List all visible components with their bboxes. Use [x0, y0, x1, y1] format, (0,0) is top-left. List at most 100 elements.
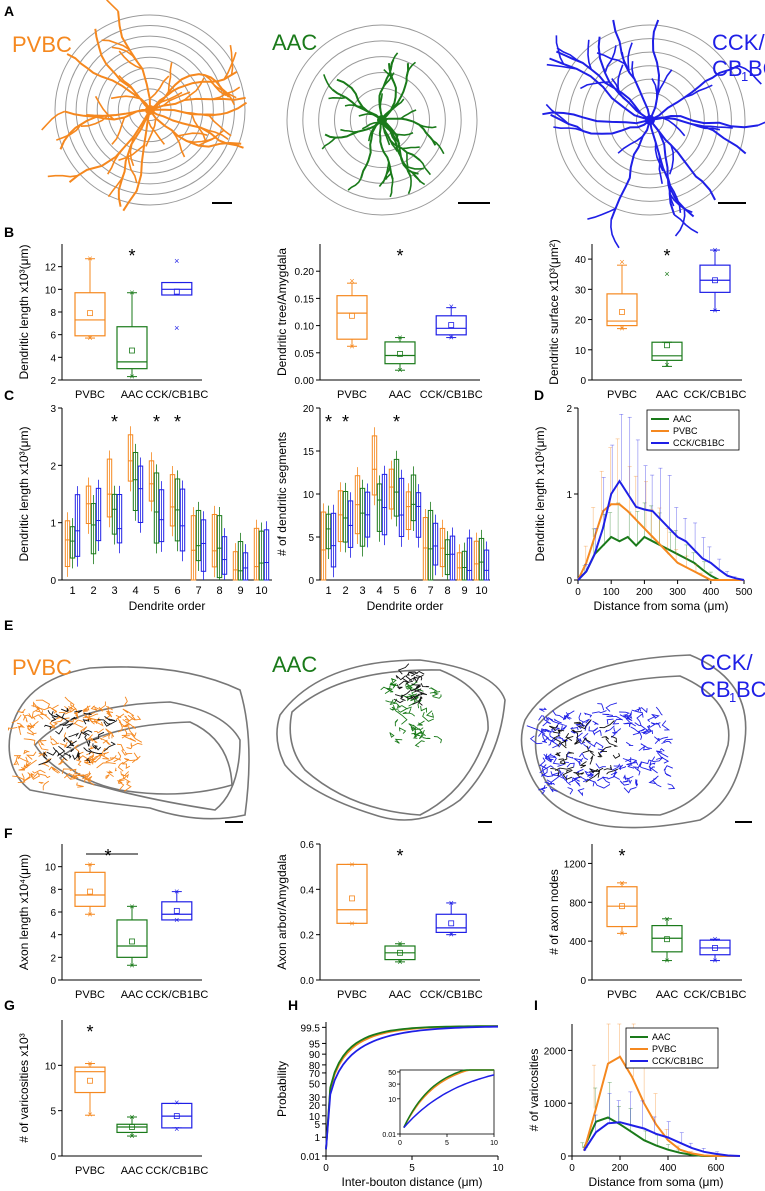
sholl-ring: [286, 24, 478, 216]
box: [483, 549, 490, 581]
outlier-marker: ×: [174, 915, 179, 925]
box: [427, 509, 434, 581]
chart-f1: 0 2 4 6 8 10 Axon length x10⁴(μm) × × PVBC × × AAC × ×…: [17, 844, 208, 1001]
significance-star: *: [153, 412, 160, 432]
neuron-branch: [656, 69, 673, 97]
y-tick-label: 80: [309, 1061, 321, 1072]
x-category-label: 1: [325, 585, 331, 597]
outlier-marker: ×: [664, 269, 669, 279]
outlier-marker: ×: [619, 928, 624, 938]
significance-star: *: [618, 846, 625, 866]
x-category-label: 6: [174, 585, 180, 597]
y-tick-label: 0.15: [295, 294, 315, 305]
outlier-marker: ×: [129, 372, 134, 382]
aac-dendrites-black: [393, 663, 430, 706]
x-category-label: PVBC: [607, 389, 637, 401]
y-axis-label: # of dendritic segments: [275, 432, 289, 556]
panel-label-i: I: [534, 997, 538, 1013]
pvbc-axon: [7, 696, 143, 792]
x-tick-label: 10: [492, 1163, 504, 1174]
amygdala-outline: [58, 721, 233, 795]
neuron-branch: [432, 139, 445, 155]
y-tick-label: 95: [309, 1039, 321, 1050]
outlier-marker: ×: [174, 1098, 179, 1108]
neuron-branch: [127, 154, 138, 184]
box: [221, 536, 228, 575]
x-category-label: AAC: [656, 989, 679, 1001]
x-category-label: 2: [90, 585, 96, 597]
title-cck-bc: BC: [736, 677, 765, 702]
amygdala-outline: [534, 675, 730, 816]
mean-marker: [712, 945, 718, 951]
title-cck-line1: CCK/: [700, 650, 753, 675]
y-tick-label: 0.01: [301, 1152, 321, 1163]
x-category-label: 5: [153, 585, 159, 597]
neuron-branch: [402, 146, 420, 150]
box: [200, 519, 207, 572]
outlier-marker: ×: [712, 245, 717, 255]
y-tick-label: 10: [45, 863, 57, 874]
x-category-label: PVBC: [75, 389, 105, 401]
box: [461, 550, 468, 581]
x-category-label: CCK/CB1BC: [684, 989, 747, 1001]
box: [384, 341, 416, 365]
neuron-branch: [389, 179, 394, 198]
y-tick-label: 12: [45, 263, 57, 274]
x-category-label: 3: [359, 585, 365, 597]
y-axis-label: Dendritic tree/Amygdala: [275, 248, 289, 376]
box: [606, 293, 638, 327]
neuron-branch: [669, 184, 682, 213]
inset-frame: [399, 1069, 495, 1135]
neuron-branch: [321, 137, 337, 150]
series-line: [583, 1055, 740, 1157]
outlier-marker: ×: [449, 898, 454, 908]
panel-label-c: C: [4, 387, 14, 403]
box: [336, 295, 368, 340]
x-tick-label: 400: [660, 1163, 677, 1174]
y-axis-label: # of varicosities x10³: [17, 1033, 31, 1142]
outlier-marker: ×: [87, 859, 92, 869]
neuron-branch: [555, 35, 565, 65]
x-tick-label: 300: [669, 587, 686, 598]
x-tick-label: 600: [708, 1163, 725, 1174]
x-category-label: 9: [461, 585, 467, 597]
panel-label-a: A: [4, 3, 14, 19]
outlier-marker: ×: [129, 901, 134, 911]
x-axis-label: Dendrite order: [367, 599, 444, 613]
significance-star: *: [393, 412, 400, 432]
soma: [645, 115, 655, 125]
title-cck-line2: CB: [700, 677, 731, 702]
box: [148, 460, 155, 502]
y-tick-label: 1200: [564, 859, 587, 870]
box: [320, 511, 327, 581]
soma: [377, 115, 387, 125]
sholl-ring: [75, 35, 225, 185]
neuron-branch: [171, 129, 186, 158]
box: [342, 490, 349, 543]
neuron-branch: [617, 135, 644, 154]
x-category-label: AAC: [121, 1165, 144, 1177]
cck-axon: [526, 702, 676, 797]
box: [325, 513, 332, 550]
neuron-branch: [674, 208, 686, 237]
neuron-branch: [411, 171, 426, 186]
neuron-branch: [110, 95, 141, 100]
x-tick-label: 0: [569, 1163, 575, 1174]
y-tick-label: 1000: [544, 1099, 567, 1110]
y-tick-label: 50: [309, 1080, 321, 1091]
legend-label: AAC: [652, 1032, 671, 1042]
x-category-label: 6: [410, 585, 416, 597]
series-line: [577, 503, 744, 581]
legend-label: CCK/CB1BC: [673, 438, 725, 448]
box: [74, 1066, 106, 1094]
neuron-branch: [162, 91, 191, 107]
mean-marker: [173, 1113, 180, 1120]
series-line: [577, 479, 745, 581]
outlier-marker: ×: [174, 1124, 179, 1134]
outlier-marker: ×: [712, 934, 717, 944]
box: [330, 512, 337, 568]
mean-marker: [349, 895, 355, 902]
neuron-branch: [419, 159, 432, 176]
x-category-label: 8: [444, 585, 450, 597]
